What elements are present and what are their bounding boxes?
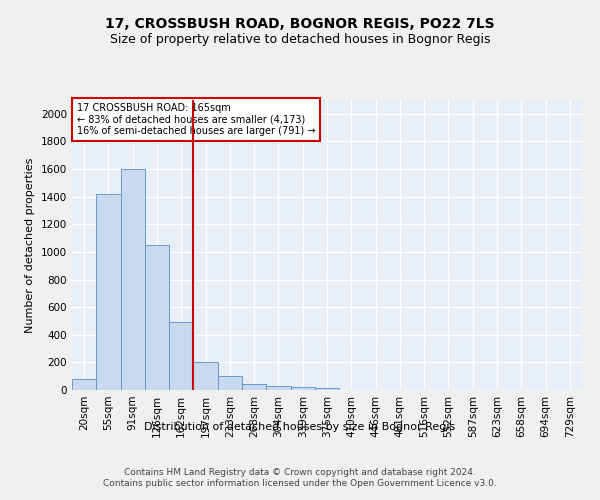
Text: Contains HM Land Registry data © Crown copyright and database right 2024.
Contai: Contains HM Land Registry data © Crown c…	[103, 468, 497, 487]
Bar	[96, 194, 121, 390]
Bar	[145, 245, 169, 390]
Text: 17, CROSSBUSH ROAD, BOGNOR REGIS, PO22 7LS: 17, CROSSBUSH ROAD, BOGNOR REGIS, PO22 7…	[105, 18, 495, 32]
Text: Size of property relative to detached houses in Bognor Regis: Size of property relative to detached ho…	[110, 32, 490, 46]
Y-axis label: Number of detached properties: Number of detached properties	[25, 158, 35, 332]
Bar	[72, 379, 96, 390]
Bar	[242, 384, 266, 390]
Bar	[193, 362, 218, 390]
Text: 17 CROSSBUSH ROAD: 165sqm
← 83% of detached houses are smaller (4,173)
16% of se: 17 CROSSBUSH ROAD: 165sqm ← 83% of detac…	[77, 103, 316, 136]
Bar	[121, 169, 145, 390]
Text: Distribution of detached houses by size in Bognor Regis: Distribution of detached houses by size …	[145, 422, 455, 432]
Bar	[169, 322, 193, 390]
Bar	[290, 387, 315, 390]
Bar	[315, 388, 339, 390]
Bar	[218, 376, 242, 390]
Bar	[266, 386, 290, 390]
